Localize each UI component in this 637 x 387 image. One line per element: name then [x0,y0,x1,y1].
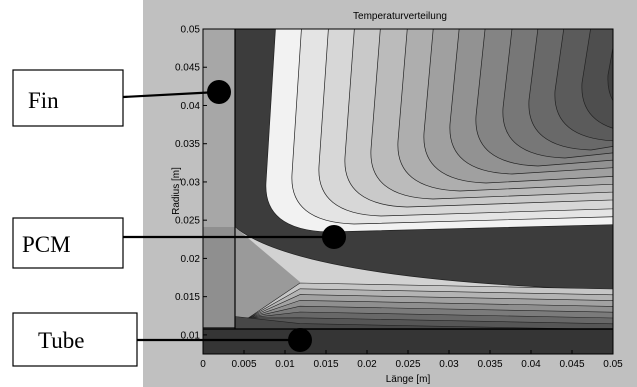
y-axis: 0.01 0.015 0.02 0.025 0.03 0.035 0.04 0.045 0.05 [175,25,207,341]
y-tick-label: 0.015 [175,292,200,303]
callout-pcm-label: PCM [22,232,71,257]
x-tick-label: 0.005 [231,359,256,370]
callout-pcm-box [12,217,124,269]
callout-tube-label: Tube [38,328,84,353]
y-tick-label: 0.045 [175,63,200,74]
y-tick-label: 0.035 [175,139,200,150]
contour-band [581,29,613,129]
fin-region [203,29,235,227]
callout-fin-marker [207,80,231,104]
callout-pcm: PCM [12,217,346,269]
callout-pcm-marker [322,225,346,249]
y-tick-label: 0.01 [181,330,201,341]
x-tick-label: 0.035 [477,359,502,370]
callout-tube-box [12,312,138,367]
x-tick-label: 0.015 [313,359,338,370]
y-tick-label: 0.03 [181,177,201,188]
contour-band [607,45,613,102]
y-tick-label: 0.04 [181,101,201,112]
callout-fin: Fin [12,69,231,127]
x-tick-label: 0.045 [559,359,584,370]
fin-taper-region [235,227,300,327]
contour-bands [234,29,613,301]
x-tick-label: 0.04 [521,359,541,370]
callout-fin-label: Fin [28,88,59,113]
x-tick-label: 0 [200,359,206,370]
tube-region [203,329,613,354]
chart-title: Temperaturverteilung [353,11,447,22]
callout-fin-leader [122,90,219,99]
x-tick-label: 0.03 [439,359,459,370]
x-axis-label: Länge [m] [386,374,431,385]
callout-fin-box [12,69,124,127]
callout-tube-marker [288,328,312,352]
x-tick-label: 0.05 [603,359,623,370]
plot-area [203,29,613,354]
x-tick-label: 0.025 [395,359,420,370]
fin-lower-region [203,227,235,327]
y-tick-label: 0.02 [181,254,201,265]
y-axis-label: Radius [m] [171,167,182,215]
tube-bands [203,282,613,354]
x-axis: 0 0.005 0.01 0.015 0.02 0.025 0.03 0.035 0.04 0.0… [200,350,623,370]
callout-tube: Tube [12,312,312,367]
x-tick-label: 0.02 [357,359,377,370]
y-tick-label: 0.025 [175,216,200,227]
x-tick-label: 0.01 [275,359,295,370]
y-tick-label: 0.05 [181,25,201,36]
